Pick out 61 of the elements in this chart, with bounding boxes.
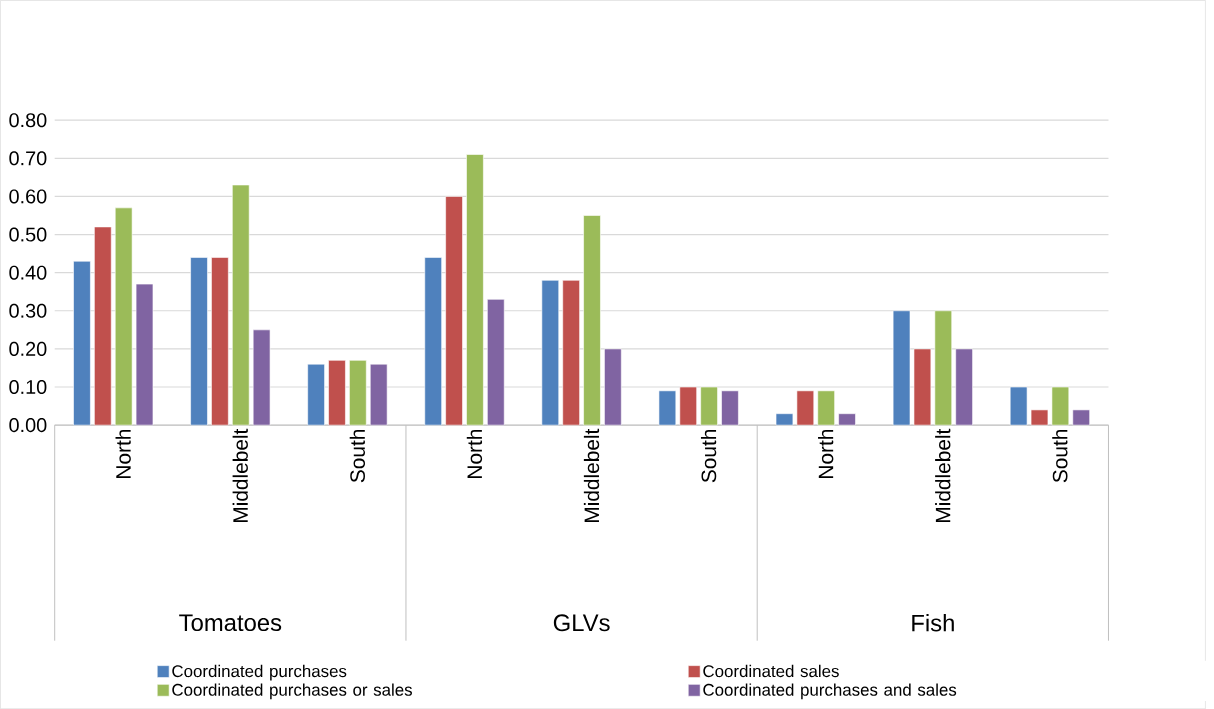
bar <box>487 298 505 426</box>
bar <box>369 363 388 426</box>
bar <box>583 215 601 426</box>
bar <box>211 257 229 426</box>
bar <box>190 257 208 426</box>
bar <box>955 348 973 426</box>
bar <box>349 359 367 426</box>
y-tick-label: 0.60 <box>9 189 47 204</box>
bar <box>445 196 463 426</box>
bar <box>1009 386 1028 426</box>
legend-label: Coordinated sales <box>703 664 839 678</box>
bar <box>541 279 560 426</box>
bar <box>135 283 154 426</box>
bar <box>94 226 112 426</box>
text: Tomatoes <box>179 614 282 632</box>
bar <box>817 390 835 426</box>
bar <box>679 386 697 426</box>
y-tick-label: 0.00 <box>9 418 47 433</box>
x-tick-label: Middlebelt <box>583 428 600 522</box>
bar <box>1072 409 1090 426</box>
x-tick-label: South <box>349 429 366 483</box>
x-tick-label: North <box>466 429 483 478</box>
y-tick-label: 0.50 <box>9 227 47 242</box>
bar <box>73 260 91 426</box>
bar <box>1051 386 1070 426</box>
y-tick-label: 0.80 <box>9 113 47 128</box>
x-tick-label: South <box>700 429 717 483</box>
x-tick-label: South <box>1052 429 1068 483</box>
text: Fish <box>912 613 954 632</box>
x-tick-label: Middlebelt <box>935 428 951 522</box>
y-tick-label: 0.10 <box>9 379 47 394</box>
x-tick-label: North <box>115 429 131 478</box>
legend-label: Coordinated purchases and sales <box>703 683 957 700</box>
bar <box>658 390 677 426</box>
bar <box>700 386 718 426</box>
bar <box>307 363 325 426</box>
bar <box>232 184 250 426</box>
bar <box>562 279 580 426</box>
bar <box>838 413 856 426</box>
bar <box>913 348 932 426</box>
bar <box>604 348 622 426</box>
bar <box>424 257 442 426</box>
bar <box>252 329 271 426</box>
x-tick-label: Middlebelt <box>232 428 248 522</box>
bar <box>934 310 953 426</box>
bar <box>114 207 133 426</box>
bar <box>721 390 739 426</box>
legend-label: Coordinated purchases <box>172 664 347 681</box>
bar <box>892 310 911 426</box>
bar <box>796 390 815 426</box>
x-tick-label: North <box>818 429 834 478</box>
y-tick-label: 0.20 <box>9 341 47 356</box>
bar <box>466 154 484 426</box>
legend-label: Coordinated purchases or sales <box>172 683 412 700</box>
bar <box>1030 409 1049 426</box>
bar <box>775 413 794 426</box>
y-tick-label: 0.70 <box>9 151 47 166</box>
y-tick-label: 0.30 <box>9 303 47 318</box>
bar <box>328 359 346 426</box>
text: GLVs <box>553 614 610 632</box>
y-tick-label: 0.40 <box>9 265 47 280</box>
